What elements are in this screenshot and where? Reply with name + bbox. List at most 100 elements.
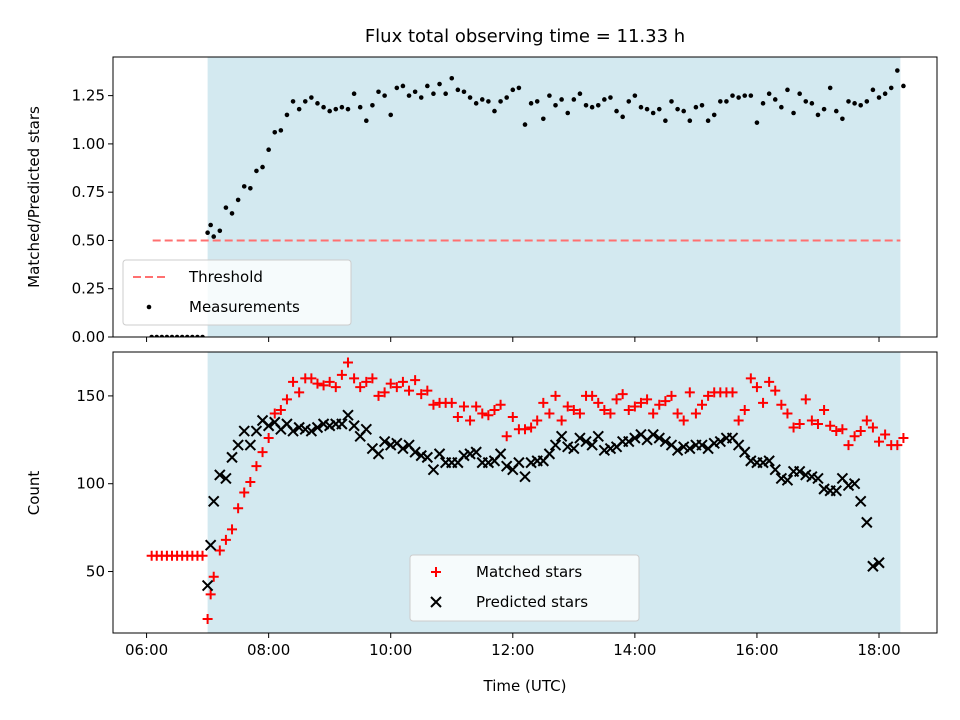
matched-star-marker [703, 390, 714, 401]
predicted-star-marker [592, 430, 604, 443]
matched-star-marker [483, 410, 494, 421]
x-tick-label: 12:00 [491, 641, 534, 659]
matched-star-marker [239, 487, 250, 498]
measurement-point [467, 95, 473, 100]
predicted-star-marker [250, 425, 263, 437]
measurement-point [437, 81, 442, 87]
measurement-point [333, 106, 339, 112]
legend-box [122, 259, 352, 326]
matched-star-marker [281, 394, 292, 405]
matched-star-marker [758, 397, 769, 408]
legend-marker [431, 567, 441, 577]
matched-star-marker [501, 431, 512, 442]
predicted-star-marker [348, 420, 360, 432]
ratio-y-axis-label: Matched/Predicted stars [25, 106, 43, 288]
predicted-star-marker [769, 463, 781, 476]
legend-label: Threshold [188, 268, 263, 286]
matched-star-marker [764, 376, 775, 387]
matched-star-marker [562, 401, 573, 412]
legend-box [409, 554, 640, 622]
measurement-point [833, 108, 839, 114]
predicted-star-marker [311, 421, 324, 434]
matched-star-marker [245, 476, 256, 487]
matched-star-marker [269, 408, 280, 419]
matched-star-marker [520, 424, 530, 435]
matched-star-marker [361, 376, 372, 387]
measurement-point [553, 102, 558, 108]
measurement-point [669, 99, 674, 104]
matched-star-marker [861, 415, 872, 426]
matched-star-marker [806, 415, 817, 426]
matched-star-marker [227, 524, 238, 535]
predicted-star-marker [873, 557, 885, 569]
measurement-point [195, 334, 200, 337]
predicted-star-marker [568, 442, 580, 455]
predicted-star-marker [714, 435, 727, 448]
measurement-point [681, 108, 686, 114]
matched-star-marker [800, 394, 811, 405]
measurement-point [736, 95, 741, 100]
y-tick-label: 0.50 [72, 231, 105, 249]
measurement-point [217, 228, 223, 234]
measurement-point [284, 112, 290, 118]
matched-star-marker [275, 404, 286, 415]
measurement-point [711, 112, 717, 118]
predicted-stars-series [201, 409, 885, 592]
measurement-point [791, 110, 796, 116]
predicted-star-marker [397, 442, 409, 455]
measurement-point [179, 334, 185, 337]
predicted-star-marker [372, 448, 385, 460]
predicted-star-marker [433, 448, 446, 460]
predicted-star-marker [549, 439, 562, 451]
measurement-point [876, 95, 882, 100]
matched-star-marker [635, 397, 646, 408]
matched-star-marker [422, 385, 433, 396]
ratio-panel: 0.00 0.25 0.50 0.75 1.00 1.25 Threshold Measure… [72, 56, 938, 346]
y-tick-label: 0.25 [72, 280, 105, 298]
chart-title: Flux total observing time = 11.33 h [365, 26, 685, 47]
measurement-point [164, 334, 170, 337]
predicted-star-marker [684, 442, 696, 455]
predicted-star-marker [519, 470, 531, 483]
matched-star-marker [867, 422, 878, 433]
matched-star-marker [532, 415, 543, 426]
measurement-point [449, 75, 455, 81]
measurement-point [638, 104, 644, 110]
measurement-point [169, 334, 175, 337]
matched-star-marker [205, 589, 216, 600]
matched-star-marker [379, 387, 390, 398]
measurement-point [290, 99, 296, 104]
predicted-star-marker [623, 435, 635, 448]
measurement-point [663, 118, 668, 124]
matched-star-marker [544, 408, 555, 419]
measurement-point [229, 211, 235, 216]
x-tick-label: 14:00 [613, 641, 656, 659]
measurement-point [504, 95, 509, 100]
predicted-star-marker [574, 432, 586, 444]
measurement-point [461, 89, 467, 95]
measurement-point [815, 112, 821, 118]
matched-star-marker [538, 397, 549, 408]
matched-star-marker [220, 534, 231, 545]
measurement-point [846, 99, 851, 104]
y-tick-label: 0.75 [72, 183, 105, 201]
measurement-point [479, 97, 485, 102]
measurement-point [901, 83, 906, 89]
measurement-point [486, 99, 491, 104]
predicted-star-marker [360, 423, 373, 435]
measurement-point [278, 128, 284, 133]
matched-star-marker [892, 440, 903, 451]
predicted-star-marker [647, 428, 659, 441]
measurement-point [577, 91, 583, 96]
measurement-point [205, 230, 210, 236]
matched-star-marker [495, 399, 506, 410]
matched-star-marker [233, 503, 244, 514]
predicted-star-marker [580, 435, 592, 448]
measurement-point [149, 334, 154, 337]
matched-star-marker [251, 461, 262, 472]
legend-label: Measurements [189, 298, 300, 316]
matched-star-marker [373, 390, 384, 401]
matched-star-marker [257, 447, 268, 458]
matched-star-marker [727, 387, 738, 398]
matched-star-marker [593, 397, 604, 408]
